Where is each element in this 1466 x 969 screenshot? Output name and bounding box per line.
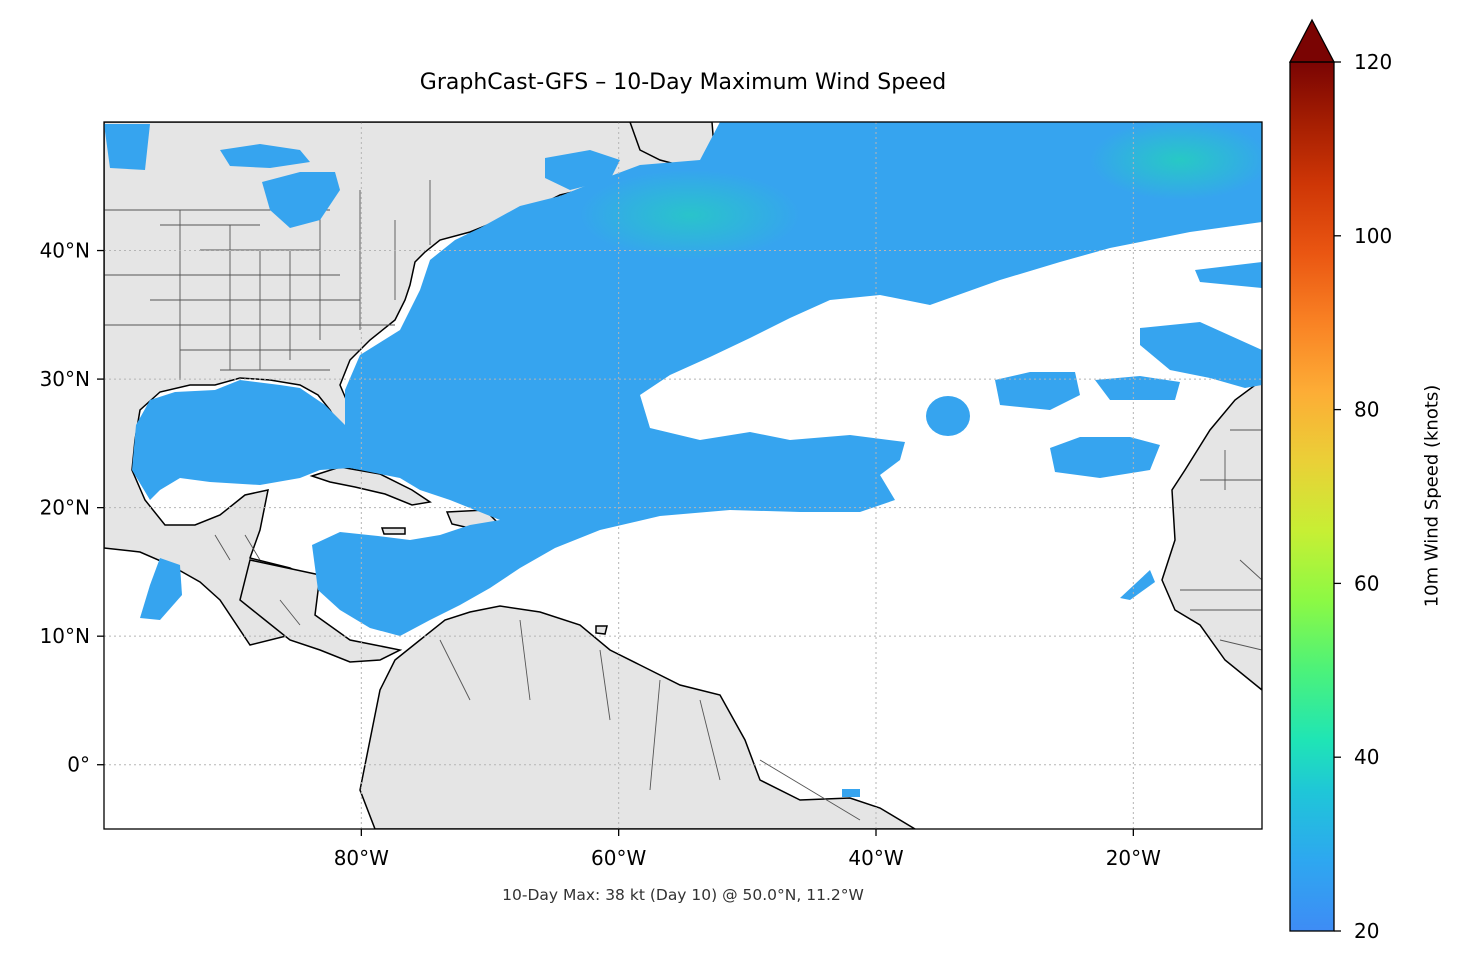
colorbar-ticks: 20 40 60 80 100 120	[1334, 50, 1392, 943]
wind-field-gulf-of-st-lawrence	[545, 150, 620, 190]
longitude-ticks: 80°W 60°W 40°W 20°W	[334, 829, 1161, 870]
land-jamaica	[380, 527, 406, 535]
wind-field-east-blob-2	[1095, 376, 1180, 400]
wind-field-lake-superior	[220, 144, 310, 168]
colorbar-gradient	[1290, 62, 1334, 931]
max-wind-caption: 10-Day Max: 38 kt (Day 10) @ 50.0°N, 11.…	[502, 886, 864, 904]
colorbar-extend-arrow	[1288, 18, 1336, 63]
wind-field-lake-michigan	[262, 172, 340, 228]
land-masses	[104, 122, 1262, 829]
wind-field-nw-corner	[104, 124, 150, 170]
land-africa	[1161, 379, 1262, 691]
colorbar-tick-label: 80	[1354, 398, 1379, 422]
wind-field-hotspot-2	[1090, 122, 1262, 200]
lat-tick-label: 10°N	[40, 624, 90, 648]
map-panel	[104, 122, 1262, 829]
wind-field-east-blob-3	[1050, 437, 1160, 478]
gridlines	[104, 122, 1262, 829]
wind-field-pacific	[140, 558, 182, 620]
lat-tick-label: 40°N	[40, 239, 90, 263]
land-trinidad	[595, 625, 608, 635]
lon-tick-label: 20°W	[1106, 846, 1161, 870]
latitude-ticks: 40°N 30°N 20°N 10°N 0°	[40, 239, 104, 777]
wind-field-east-band-2	[1140, 322, 1262, 388]
lon-tick-label: 40°W	[848, 846, 903, 870]
political-borders	[104, 180, 1262, 821]
colorbar-tick-label: 120	[1354, 50, 1392, 74]
lon-tick-label: 80°W	[334, 846, 389, 870]
land-central-america	[239, 559, 403, 663]
map-title: GraphCast-GFS – 10-Day Maximum Wind Spee…	[419, 70, 947, 95]
colorbar-frame	[1289, 61, 1335, 932]
colorbar-tick-label: 60	[1354, 571, 1379, 595]
lat-tick-label: 30°N	[40, 367, 90, 391]
wind-field-equator-speck	[842, 789, 860, 797]
land-cuba	[309, 466, 432, 506]
colorbar-label: 10m Wind Speed (knots)	[1421, 384, 1443, 608]
lon-tick-label: 60°W	[591, 846, 646, 870]
lat-tick-label: 0°	[67, 753, 90, 777]
wind-field-small-blob	[926, 396, 970, 436]
wind-field-east-blob-1	[995, 372, 1080, 410]
colorbar-tick-label: 40	[1354, 745, 1379, 769]
wind-field-east-band-1	[1195, 262, 1262, 288]
map-frame	[103, 121, 1263, 830]
wind-field-hotspot-1	[580, 170, 800, 260]
colorbar-tick-label: 20	[1354, 919, 1379, 943]
colorbar: 20 40 60 80 100 120	[1288, 18, 1392, 943]
wind-field-near-africa	[1120, 570, 1155, 600]
lat-tick-label: 20°N	[40, 496, 90, 520]
colorbar-tick-label: 100	[1354, 224, 1392, 248]
